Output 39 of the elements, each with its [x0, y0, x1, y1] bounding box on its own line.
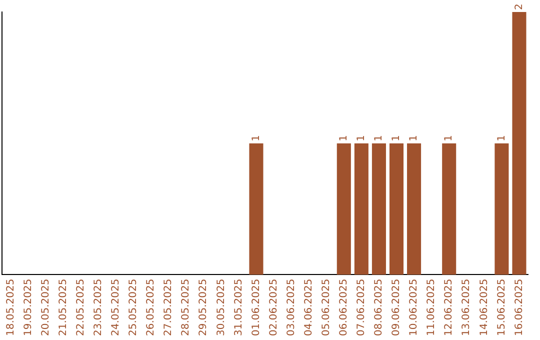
x-tick-label: 28.05.2025 [180, 278, 192, 336]
x-tick-label: 09.06.2025 [391, 278, 402, 336]
data-label: 1 [356, 134, 368, 142]
x-tick-label: 05.06.2025 [320, 278, 332, 336]
x-tick-label: 02.06.2025 [268, 278, 280, 336]
x-tick-label: 14.06.2025 [478, 278, 490, 336]
x-tick-label: 01.06.2025 [250, 278, 262, 336]
x-tick-label: 18.05.2025 [5, 278, 16, 336]
x-tick-label: 23.05.2025 [93, 278, 104, 336]
x-tick-label: 15.06.2025 [496, 278, 508, 336]
x-tick-label: 16.06.2025 [514, 278, 525, 336]
x-tick-label: 22.05.2025 [75, 278, 86, 336]
data-label: 1 [374, 134, 385, 142]
x-tick-label: 03.06.2025 [286, 278, 297, 336]
data-label: 1 [338, 134, 350, 142]
x-tick-label: 21.05.2025 [58, 278, 69, 336]
data-label: 1 [408, 134, 420, 142]
x-tick-label: 06.06.2025 [338, 278, 350, 336]
x-tick-label: 26.05.2025 [146, 278, 157, 336]
x-tick-label: 29.05.2025 [198, 278, 210, 336]
x-tick-label: 11.06.2025 [426, 278, 438, 336]
x-tick-label: 07.06.2025 [356, 278, 368, 336]
x-tick-label: 25.05.2025 [128, 278, 140, 336]
data-label: 1 [496, 134, 508, 142]
x-tick-label: 30.05.2025 [216, 278, 227, 336]
x-tick-label: 13.06.2025 [461, 278, 472, 336]
x-tick-label: 08.06.2025 [374, 278, 385, 336]
x-tick-label: 12.06.2025 [444, 278, 455, 336]
x-tick-label: 31.05.2025 [233, 278, 244, 336]
x-tick-label: 20.05.2025 [40, 278, 52, 336]
data-label: 1 [444, 134, 455, 142]
x-tick-label: 27.05.2025 [163, 278, 174, 336]
x-tick-label: 04.06.2025 [303, 278, 314, 336]
x-tick-label: 10.06.2025 [408, 278, 420, 336]
data-label: 1 [391, 134, 402, 142]
x-tick-label: 24.05.2025 [110, 278, 122, 336]
data-label: 2 [514, 4, 525, 10]
x-tick-label: 19.05.2025 [22, 278, 34, 336]
data-label: 1 [250, 134, 262, 142]
